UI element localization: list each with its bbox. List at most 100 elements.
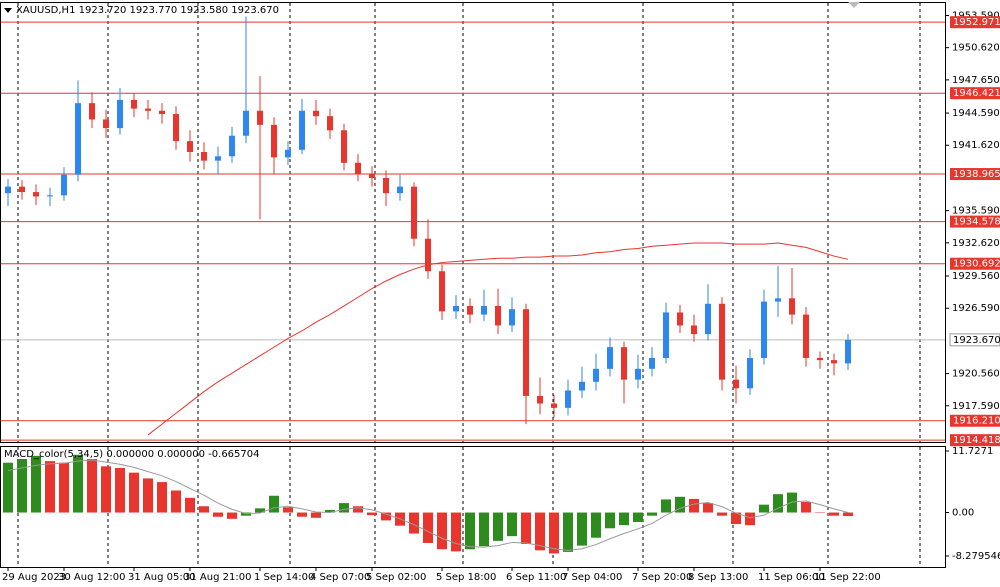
y-tick-label: 1941.620 (952, 140, 1000, 151)
candle-body (89, 103, 95, 120)
y-tick-label: -8.279546 (952, 551, 1000, 562)
candle-body (103, 119, 109, 129)
candle-body (383, 177, 389, 194)
candle-body (537, 395, 543, 404)
candle-body (33, 192, 39, 197)
macd-bar (101, 466, 111, 513)
level-label: 1946.421 (953, 88, 1000, 99)
x-tick-label: 1 Sep 14:00 (254, 572, 314, 583)
candle-body (635, 368, 641, 380)
macd-bar (801, 502, 811, 513)
y-tick-label: 1947.650 (952, 75, 1000, 86)
macd-bar (213, 512, 223, 517)
current-price-label: 1923.670 (953, 335, 1000, 346)
y-tick-label: 1926.590 (952, 303, 1000, 314)
macd-bar (423, 512, 433, 543)
macd-bar (549, 512, 559, 554)
macd-bar (661, 499, 671, 513)
y-tick-label: 1950.620 (952, 43, 1000, 54)
macd-bar (59, 462, 69, 513)
candle-body (481, 305, 487, 315)
macd-bar (381, 512, 391, 521)
level-label: 1934.578 (953, 217, 1000, 228)
macd-bar (479, 512, 489, 547)
candle-body (397, 186, 403, 194)
y-tick-label: 11.7271 (952, 446, 993, 457)
candle-body (145, 108, 151, 111)
candle-body (341, 130, 347, 163)
candle-body (243, 110, 249, 136)
candle-body (439, 271, 445, 312)
macd-bar (311, 512, 321, 518)
candle-body (467, 305, 473, 315)
candle-body (845, 339, 851, 364)
level-label-box (950, 215, 1000, 228)
level-label-box (950, 168, 1000, 181)
candle-body (551, 403, 557, 408)
candle-body (677, 312, 683, 326)
macd-bar (577, 512, 587, 546)
candle-body (313, 110, 319, 117)
y-tick-label: 0.00 (952, 508, 974, 519)
macd-bar (647, 512, 657, 516)
y-tick-label: 1917.590 (952, 401, 1000, 412)
candle-body (789, 298, 795, 315)
macd-bar (31, 455, 41, 513)
y-tick-label: 1932.620 (952, 238, 1000, 249)
macd-bar (507, 512, 517, 537)
moving-average (147, 242, 849, 436)
candle-body (425, 238, 431, 272)
macd-bar (521, 512, 531, 545)
candle-body (355, 162, 361, 174)
level-label: 1916.210 (953, 416, 1000, 427)
x-tick-label: 7 Sep 20:00 (632, 572, 692, 583)
macd-bar (171, 490, 181, 513)
macd-bar (227, 512, 237, 519)
macd-bar (773, 494, 783, 513)
vertical-grid (17, 3, 921, 567)
macd-bar (675, 496, 685, 513)
x-tick-label: 6 Sep 11:00 (506, 572, 566, 583)
candle-body (719, 303, 725, 380)
macd-bar (703, 503, 713, 513)
macd-bar (829, 512, 839, 516)
candle-body (691, 325, 697, 335)
macd-bar (45, 461, 55, 513)
macd-bar (815, 512, 825, 514)
macd-bar (619, 512, 629, 526)
candle-body (201, 151, 207, 161)
scroll-marker[interactable] (848, 2, 860, 8)
candle-body (215, 156, 221, 161)
macd-bar (409, 512, 419, 534)
candle-body (117, 99, 123, 129)
candle-body (509, 309, 515, 326)
macd-bar (689, 498, 699, 513)
candle-body (229, 135, 235, 157)
candle-body (257, 110, 263, 125)
candle-body (803, 314, 809, 358)
macd-bar (269, 495, 279, 513)
x-tick-label: 31 Aug 21:00 (184, 572, 251, 583)
macd-bar (17, 459, 27, 513)
candle-body (831, 360, 837, 364)
x-tick-label: 5 Sep 02:00 (366, 572, 426, 583)
macd-bar (73, 454, 83, 513)
candle-body (761, 301, 767, 358)
candle-body (411, 186, 417, 239)
candle-body (747, 357, 753, 389)
x-tick-label: 4 Sep 07:00 (310, 572, 370, 583)
candle-body (775, 298, 781, 302)
chart-title: XAUUSD,H1 1923.720 1923.770 1923.580 192… (16, 5, 279, 16)
collapse-arrow[interactable] (4, 8, 12, 13)
macd-title: MACD_color(5,34,5) 0.000000 0.000000 -0.… (4, 449, 260, 460)
macd-bar (605, 512, 615, 529)
x-tick-label: 8 Sep 13:00 (688, 572, 748, 583)
level-label-box (950, 16, 1000, 29)
candle-body (159, 110, 165, 115)
candle-body (369, 173, 375, 178)
macd-bar (241, 512, 251, 516)
macd-bar (745, 512, 755, 526)
level-label: 1952.971 (953, 17, 1000, 28)
macd-panel-frame (0, 446, 946, 568)
candle-body (61, 174, 67, 196)
